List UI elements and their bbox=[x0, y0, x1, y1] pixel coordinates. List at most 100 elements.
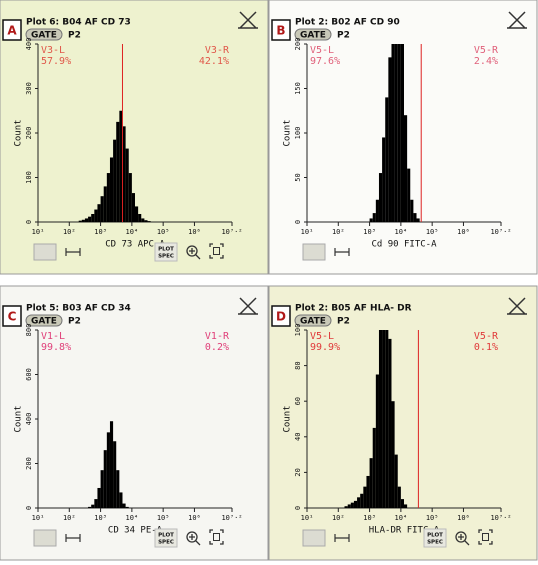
x-axis-label: CD 34 PE-A bbox=[108, 526, 163, 536]
region-percent: 57.9% bbox=[41, 56, 71, 67]
view-toggle[interactable] bbox=[34, 530, 56, 546]
gate-name: P2 bbox=[68, 317, 81, 327]
bar bbox=[122, 504, 125, 508]
bar bbox=[110, 421, 113, 508]
x-tick-label: 10⁶ bbox=[457, 514, 470, 522]
x-tick-label: 10⁷·² bbox=[221, 514, 242, 522]
bar bbox=[395, 455, 398, 508]
bar bbox=[379, 173, 382, 222]
y-tick-label: 150 bbox=[294, 82, 302, 95]
bar bbox=[113, 441, 116, 508]
x-tick-label: 10⁵ bbox=[157, 228, 170, 236]
plot-spec-label[interactable]: PLOT bbox=[427, 533, 443, 539]
bar bbox=[138, 214, 141, 222]
y-tick-label: 100 bbox=[25, 171, 33, 184]
bar bbox=[398, 487, 401, 508]
region-name: V3-R bbox=[205, 45, 230, 56]
plot-spec-label[interactable]: PLOT bbox=[158, 247, 174, 253]
plot-spec-label[interactable]: SPEC bbox=[158, 540, 174, 546]
y-tick-label: 20 bbox=[294, 468, 302, 476]
x-tick-label: 10³ bbox=[363, 228, 376, 236]
bar bbox=[357, 497, 360, 508]
region-name: V1-R bbox=[205, 331, 230, 342]
y-tick-label: 100 bbox=[294, 324, 302, 337]
bar bbox=[82, 220, 85, 222]
y-tick-label: 300 bbox=[25, 82, 33, 95]
bar bbox=[119, 492, 122, 508]
region-name: V5-R bbox=[474, 331, 499, 342]
x-tick-label: 10⁴ bbox=[126, 514, 139, 522]
region-name: V5-L bbox=[310, 331, 334, 342]
bar bbox=[141, 218, 144, 222]
bar bbox=[132, 193, 135, 222]
plot-spec-label[interactable]: PLOT bbox=[158, 533, 174, 539]
x-tick-label: 10⁵ bbox=[157, 514, 170, 522]
panel: DPlot 2: B05 AF HLA- DRGATEP202040608010… bbox=[269, 277, 537, 560]
y-tick-label: 0 bbox=[294, 506, 302, 510]
y-axis-label: Count bbox=[283, 405, 293, 432]
plot-title: Plot 2: B05 AF HLA- DR bbox=[295, 304, 412, 314]
plot-spec-label[interactable]: SPEC bbox=[158, 254, 174, 260]
y-tick-label: 200 bbox=[25, 457, 33, 470]
x-tick-label: 10⁴ bbox=[126, 228, 139, 236]
bar bbox=[144, 220, 147, 222]
plot-spec-label[interactable]: SPEC bbox=[427, 540, 443, 546]
region-percent: 99.8% bbox=[41, 342, 71, 353]
x-tick-label: 10⁶ bbox=[188, 228, 201, 236]
x-tick-label: 10⁵ bbox=[426, 228, 439, 236]
bar bbox=[410, 200, 413, 222]
x-tick-label: 10² bbox=[63, 514, 76, 522]
y-axis-label: Count bbox=[283, 119, 293, 146]
bar bbox=[88, 217, 91, 222]
bar bbox=[345, 506, 348, 508]
bar bbox=[148, 221, 151, 222]
bar bbox=[126, 149, 129, 222]
y-tick-label: 60 bbox=[294, 397, 302, 405]
bar bbox=[382, 137, 385, 222]
bar bbox=[88, 507, 91, 508]
x-tick-label: 10¹ bbox=[301, 514, 314, 522]
region-name: V5-R bbox=[474, 45, 499, 56]
x-tick-label: 10⁶ bbox=[457, 228, 470, 236]
view-toggle[interactable] bbox=[303, 530, 325, 546]
x-axis-label: Cd 90 FITC-A bbox=[371, 240, 437, 250]
gate-button-label[interactable]: GATE bbox=[300, 31, 326, 41]
bar bbox=[116, 122, 119, 222]
bar bbox=[360, 494, 363, 508]
gate-button-label[interactable]: GATE bbox=[31, 31, 57, 41]
bar bbox=[85, 218, 88, 222]
x-tick-label: 10⁵ bbox=[426, 514, 439, 522]
gate-button-label[interactable]: GATE bbox=[31, 317, 57, 327]
panel-letter: B bbox=[276, 24, 285, 38]
bar bbox=[373, 213, 376, 222]
bar bbox=[129, 173, 132, 222]
bar bbox=[91, 214, 94, 222]
panel-letter: C bbox=[8, 310, 17, 324]
bar bbox=[417, 218, 420, 222]
bar bbox=[413, 213, 416, 222]
y-axis-label: Count bbox=[14, 119, 24, 146]
y-tick-label: 200 bbox=[294, 38, 302, 51]
region-name: V5-L bbox=[310, 45, 334, 56]
bar bbox=[407, 169, 410, 222]
y-tick-label: 80 bbox=[294, 361, 302, 369]
gate-name: P2 bbox=[337, 31, 350, 41]
bar bbox=[79, 221, 82, 222]
gate-button-label[interactable]: GATE bbox=[300, 317, 326, 327]
region-percent: 0.2% bbox=[205, 342, 229, 353]
bar bbox=[351, 503, 354, 508]
x-tick-label: 10³ bbox=[94, 514, 107, 522]
view-toggle[interactable] bbox=[303, 244, 325, 260]
y-tick-label: 40 bbox=[294, 433, 302, 441]
bar bbox=[363, 487, 366, 508]
region-percent: 97.6% bbox=[310, 56, 340, 67]
view-toggle[interactable] bbox=[34, 244, 56, 260]
bar bbox=[91, 505, 94, 508]
bar bbox=[101, 196, 104, 222]
bar bbox=[404, 504, 407, 508]
y-tick-label: 400 bbox=[25, 38, 33, 51]
bar bbox=[94, 210, 97, 222]
y-tick-label: 100 bbox=[294, 127, 302, 140]
figure: APlot 6: B04 AF CD 73GATEP20100200300400… bbox=[0, 0, 538, 561]
bar bbox=[97, 204, 100, 222]
